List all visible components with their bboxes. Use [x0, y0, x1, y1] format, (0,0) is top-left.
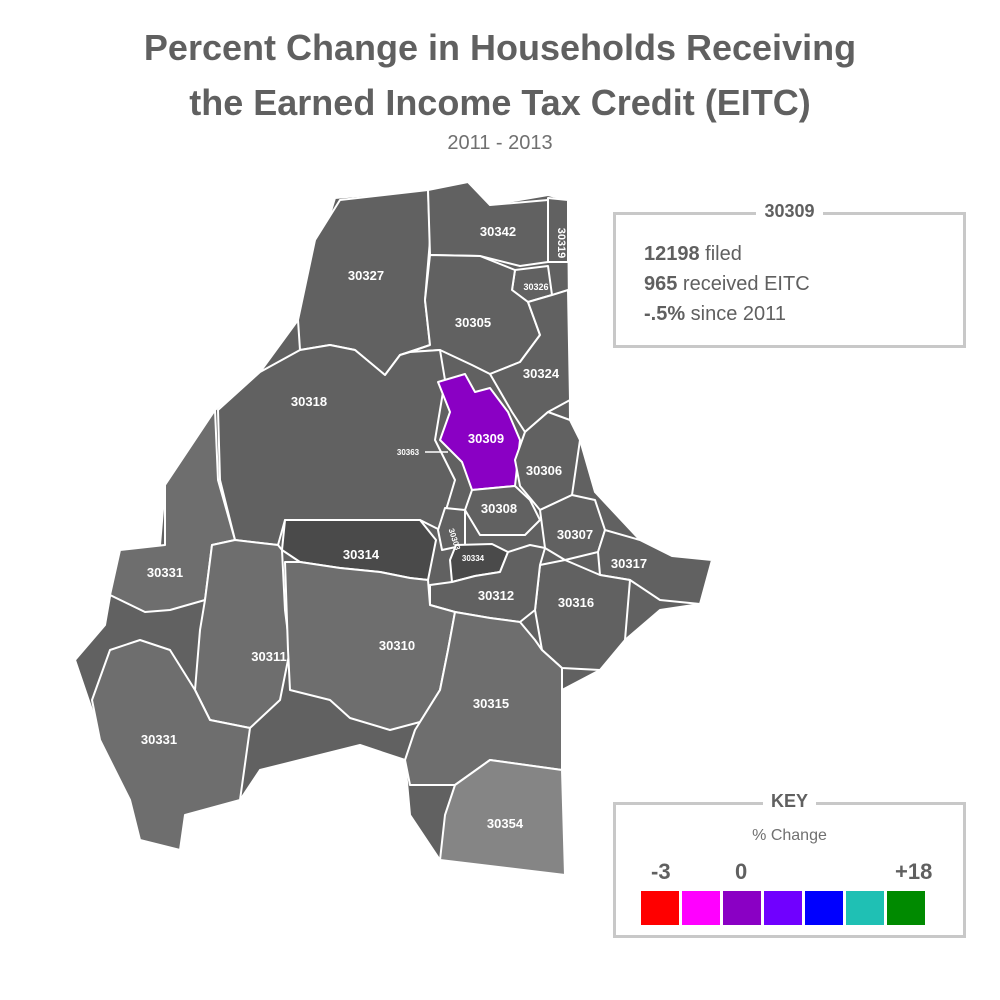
zip-label: 30311 [251, 649, 286, 664]
key-swatch-4 [764, 891, 802, 925]
zip-label: 30331 [147, 565, 183, 580]
zone-30318[interactable] [217, 344, 456, 546]
key-swatch-1 [641, 891, 679, 925]
map-subtitle: 2011 - 2013 [447, 132, 553, 154]
info-zip-title: 30309 [756, 201, 823, 221]
map-title-line-2: the Earned Income Tax Credit (EITC) [189, 82, 811, 123]
zip-label: 30316 [558, 595, 594, 610]
key-min-label: -3 [651, 859, 671, 884]
key-max-label: +18 [895, 859, 933, 884]
zip-label: 30306 [526, 463, 562, 478]
zip-label: 30324 [523, 366, 560, 381]
key-mid-label: 0 [735, 859, 748, 884]
zip-label: 30312 [478, 588, 514, 603]
zip-label: 30331 [141, 732, 177, 747]
zip-label: 30326 [523, 282, 548, 292]
zip-label: 30342 [480, 224, 516, 239]
zip-label: 30308 [481, 501, 517, 516]
zip-label: 30315 [473, 696, 509, 711]
zip-label: 30309 [468, 431, 504, 446]
zone-30331-south[interactable] [91, 639, 251, 851]
legend-key: KEY % Change -3 0 +18 [613, 791, 966, 938]
key-swatch-3 [723, 891, 761, 925]
key-swatch-2 [682, 891, 720, 925]
zip-label: 30319 [555, 228, 567, 259]
key-swatch-6 [846, 891, 884, 925]
zone-30308[interactable] [464, 485, 541, 536]
zone-30354[interactable] [439, 759, 566, 876]
zip-label: 30314 [343, 547, 380, 562]
zone-30331-north[interactable] [109, 409, 236, 613]
zone-30311[interactable] [194, 539, 291, 729]
info-received: 965 received EITC [644, 273, 810, 295]
zip-info-panel: 30309 12198 filed 965 received EITC -.5%… [613, 201, 966, 348]
zip-label: 30310 [379, 638, 415, 653]
zip-label: 30317 [611, 556, 647, 571]
key-swatch-7 [887, 891, 925, 925]
zip-label: 30318 [291, 394, 327, 409]
info-change: -.5% since 2011 [644, 303, 786, 325]
key-swatches [641, 891, 925, 925]
key-title: KEY [762, 791, 816, 811]
zip-label: 30334 [462, 554, 485, 563]
zip-label: 30327 [348, 268, 384, 283]
map-title-line-1: Percent Change in Households Receiving [143, 27, 857, 68]
key-subtitle: % Change [752, 827, 827, 844]
zip-label: 30354 [487, 816, 524, 831]
zone-30319[interactable] [547, 197, 569, 263]
zip-label: 30307 [557, 527, 593, 542]
zip-label: 30363 [397, 448, 420, 457]
key-swatch-5 [805, 891, 843, 925]
zone-30303[interactable] [437, 507, 466, 551]
info-filed: 12198 filed [644, 243, 742, 265]
zone-30316[interactable] [534, 559, 631, 671]
zip-label: 30305 [455, 315, 491, 330]
